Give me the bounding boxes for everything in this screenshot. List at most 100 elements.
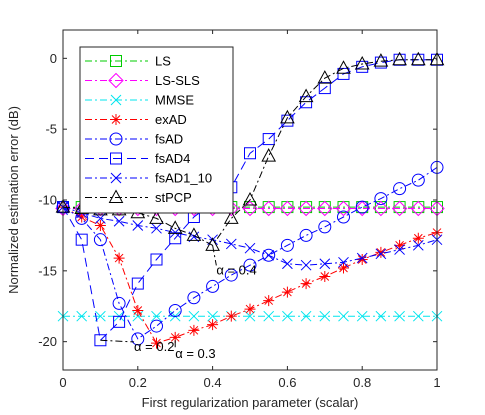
data-point <box>132 220 144 231</box>
data-point <box>263 310 275 322</box>
data-point <box>394 310 405 322</box>
data-point <box>150 253 163 266</box>
data-point <box>113 315 126 328</box>
data-point <box>337 210 350 224</box>
legend-item: MMSE <box>85 93 194 108</box>
x-tick-label: 0.8 <box>353 375 371 390</box>
annotation-label: α = 0.3 <box>175 346 215 361</box>
ticks-layer: 0 0.2 0.4 0.6 0.8 1 0 -5 -10 -15 -20 <box>38 30 441 390</box>
data-point <box>318 220 332 234</box>
data-point <box>299 228 313 242</box>
x-tick-label: 0.6 <box>278 375 296 390</box>
data-point <box>260 200 277 217</box>
data-point <box>93 233 107 247</box>
data-point <box>225 238 237 250</box>
data-point <box>224 268 238 282</box>
data-point <box>282 310 293 322</box>
x-tick-label: 1 <box>433 375 440 390</box>
data-point <box>412 310 424 322</box>
data-point <box>393 182 407 196</box>
data-point <box>374 56 387 69</box>
data-point <box>207 319 219 331</box>
legend-item: fsAD <box>85 132 183 147</box>
data-point <box>242 200 258 217</box>
data-point <box>355 200 369 214</box>
series-line <box>62 59 437 342</box>
data-point <box>169 227 181 238</box>
legend-label: fsAD <box>155 132 183 147</box>
x-tick-label: 0 <box>59 375 66 390</box>
data-point <box>279 200 296 217</box>
legend-label: LS <box>155 54 171 69</box>
data-point <box>374 192 388 206</box>
data-point <box>375 246 387 258</box>
data-point <box>373 53 389 67</box>
data-point <box>410 51 426 66</box>
data-point <box>108 72 124 89</box>
annotation-label: α = 0.4 <box>216 262 256 277</box>
data-point <box>335 200 352 217</box>
x-tick-label: 0.4 <box>204 375 222 390</box>
legend-label: fsAD4 <box>155 151 190 166</box>
data-point <box>263 249 275 261</box>
data-point <box>356 310 368 322</box>
data-point <box>186 227 202 241</box>
y-tick-label: 0 <box>50 51 57 66</box>
data-point <box>282 258 293 270</box>
series-fsad4 <box>57 53 443 347</box>
data-point <box>338 310 349 322</box>
data-point <box>411 173 425 187</box>
data-point <box>242 191 258 206</box>
data-point <box>356 254 368 265</box>
data-point <box>75 233 88 246</box>
data-point <box>149 210 164 224</box>
data-point <box>225 310 237 322</box>
data-point <box>110 172 122 184</box>
data-point <box>300 259 312 271</box>
data-point <box>151 222 162 234</box>
data-point <box>263 295 275 307</box>
data-point <box>298 88 314 103</box>
data-point <box>112 296 126 310</box>
series-fsad <box>56 160 444 346</box>
legend: LS LS-SLS MMSE exAD fsAD fsAD4 fsAD1_10 stPCP <box>79 46 234 214</box>
legend-label: stPCP <box>155 190 192 205</box>
data-point <box>373 200 389 217</box>
annotation-leader <box>100 339 135 343</box>
data-point <box>338 256 349 268</box>
data-point <box>394 239 406 251</box>
data-point <box>244 147 256 160</box>
data-point <box>354 55 370 70</box>
legend-item: fsAD1_10 <box>85 171 212 186</box>
legend-box <box>79 46 234 214</box>
data-point <box>261 148 277 162</box>
x-tick-label: 0.2 <box>129 375 147 390</box>
data-point <box>318 82 331 95</box>
data-point <box>110 55 122 67</box>
legend-item: LS <box>85 54 171 69</box>
legend-item: exAD <box>85 112 187 127</box>
data-point <box>375 310 387 322</box>
data-point <box>244 242 256 254</box>
data-point <box>113 215 125 227</box>
data-point <box>131 277 144 290</box>
data-point <box>319 258 331 270</box>
data-point <box>280 238 294 252</box>
data-point <box>262 248 276 262</box>
legend-label: MMSE <box>155 93 194 108</box>
data-point <box>300 278 312 290</box>
data-point <box>394 244 405 255</box>
data-point <box>132 305 144 316</box>
data-point <box>262 133 275 146</box>
data-point <box>410 200 427 217</box>
data-point <box>110 152 122 165</box>
data-point <box>187 291 201 305</box>
data-point <box>223 210 239 224</box>
y-tick-label: -20 <box>38 334 57 349</box>
annotation-leader <box>212 245 217 266</box>
data-point <box>244 303 256 315</box>
data-point <box>392 51 407 66</box>
y-tick-label: -10 <box>38 193 57 208</box>
series-line <box>62 166 438 340</box>
